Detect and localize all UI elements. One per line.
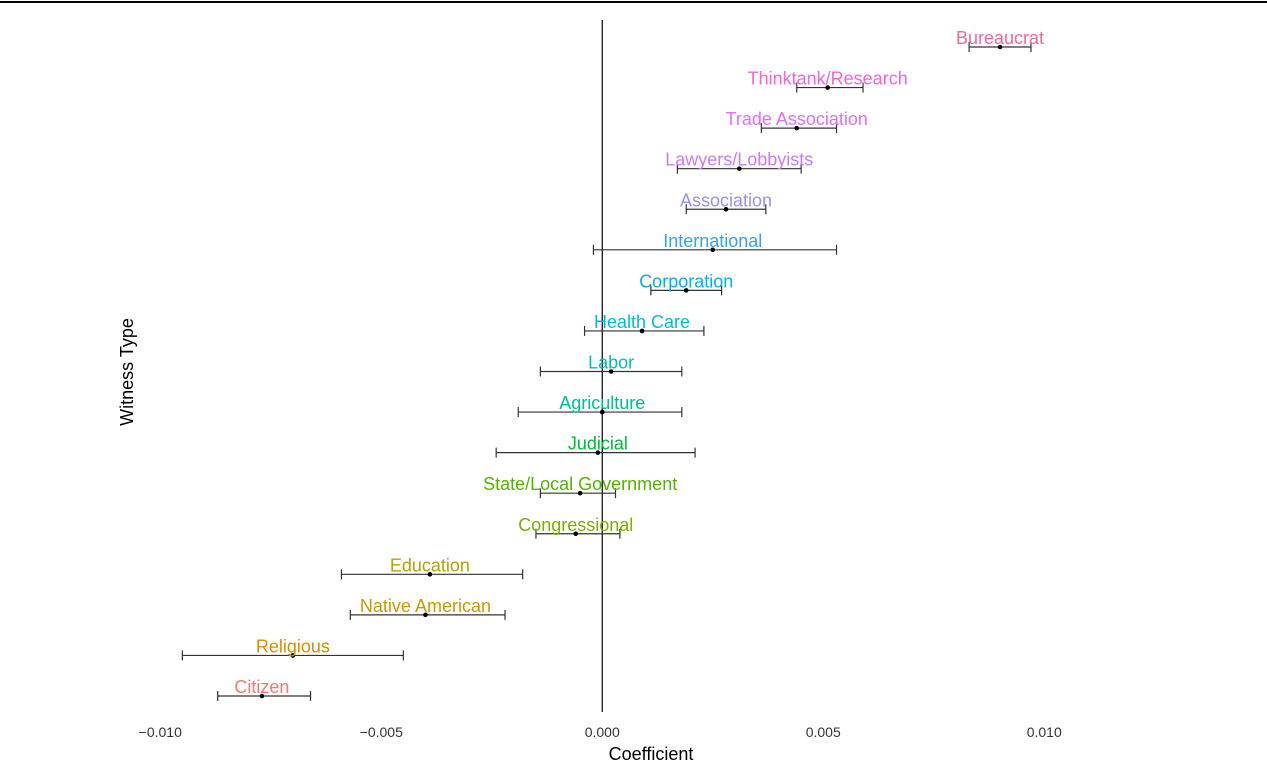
point-estimate (825, 85, 830, 90)
estimate-row-education: Education (340, 555, 524, 580)
point-label: Association (680, 190, 772, 210)
estimate-row-labor: Labor (539, 353, 683, 377)
estimate-row-association: Association (680, 190, 772, 215)
estimate-row-thinktank-research: Thinktank/Research (748, 69, 908, 93)
point-label: State/Local Government (483, 474, 677, 494)
estimate-row-international: International (592, 231, 838, 255)
estimate-row-judicial: Judicial (495, 434, 696, 458)
x-tick-label: −0.010 (139, 724, 182, 740)
estimate-row-trade-association: Trade Association (726, 109, 868, 134)
point-label: International (663, 231, 762, 251)
point-estimate (710, 247, 716, 253)
x-tick-label: 0.010 (1027, 724, 1062, 740)
point-estimate (595, 450, 601, 455)
point-estimate (259, 693, 265, 699)
point-label: Lawyers/Lobbyists (665, 150, 813, 170)
estimate-row-native-american: Native American (349, 596, 506, 620)
estimate-row-citizen: Citizen (217, 677, 312, 701)
point-label: Corporation (639, 271, 733, 291)
point-label: Health Care (594, 312, 690, 332)
point-label: Religious (256, 636, 330, 656)
point-estimate (639, 328, 645, 334)
point-estimate (997, 44, 1003, 50)
estimate-row-lawyers-lobbyists: Lawyers/Lobbyists (665, 150, 813, 174)
point-estimate (290, 653, 296, 658)
point-label: Labor (588, 353, 634, 373)
y-axis-title: Witness Type (117, 318, 137, 426)
estimate-row-agriculture: Agriculture (517, 393, 683, 418)
point-estimate (736, 166, 742, 171)
point-estimate (427, 572, 433, 577)
estimate-row-religious: Religious (181, 636, 404, 661)
point-label: Judicial (568, 434, 628, 454)
point-estimate (683, 288, 689, 293)
point-estimate (599, 409, 605, 415)
estimate-row-congressional: Congressional (518, 515, 633, 539)
estimate-row-bureaucrat: Bureaucrat (956, 28, 1044, 52)
estimate-row-health-care: Health Care (583, 312, 705, 336)
x-tick-label: 0.005 (806, 724, 841, 740)
point-label: Congressional (518, 515, 633, 535)
point-estimate (723, 206, 729, 212)
x-tick-label: 0.000 (585, 724, 620, 740)
x-axis-title: Coefficient (609, 744, 694, 764)
point-label: Citizen (234, 677, 289, 697)
point-estimate (608, 369, 614, 374)
point-label: Thinktank/Research (748, 69, 908, 89)
point-label: Trade Association (726, 109, 868, 129)
x-tick-label: −0.005 (360, 724, 403, 740)
point-label: Bureaucrat (956, 28, 1044, 48)
x-axis: −0.010 −0.005 0.000 0.005 0.010 (139, 724, 1062, 740)
estimate-row-corporation: Corporation (639, 271, 733, 296)
plot-area: Bureaucrat Thinktank/Research Trade Associ… (181, 20, 1044, 712)
point-estimate (573, 531, 579, 537)
point-estimate (794, 125, 800, 131)
point-estimate (577, 490, 583, 496)
estimate-row-state-local-government: State/Local Government (483, 474, 677, 499)
point-label: Education (390, 555, 470, 575)
point-label: Agriculture (559, 393, 645, 413)
point-label: Native American (360, 596, 491, 616)
point-estimate (423, 612, 428, 618)
